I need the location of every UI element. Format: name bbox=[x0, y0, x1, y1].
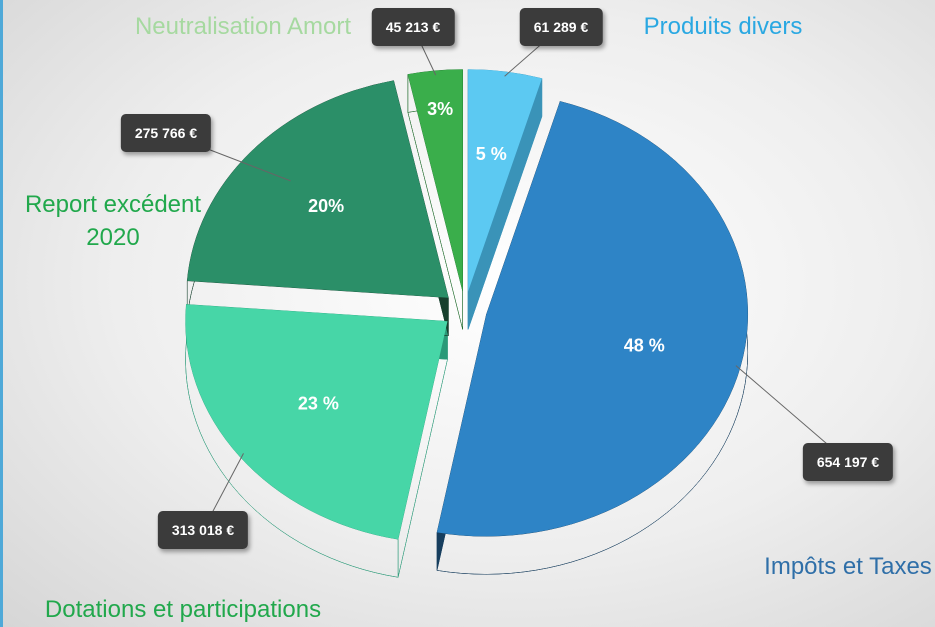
value-label: 654 197 € bbox=[802, 443, 894, 481]
percent-label: 48 % bbox=[624, 336, 665, 356]
category-label: Report excédent 2020 bbox=[24, 191, 202, 251]
value-label: 275 766 € bbox=[120, 114, 212, 152]
slice bbox=[468, 69, 542, 292]
category-label: Impôts et Taxes bbox=[764, 553, 932, 580]
value-label: 45 213 € bbox=[371, 8, 455, 46]
pie-canvas: 5 % 48 % 23 % 20% 3% bbox=[165, 26, 849, 578]
category-label: Produits divers bbox=[643, 13, 803, 40]
slice bbox=[185, 304, 448, 540]
percent-label: 5 % bbox=[476, 144, 507, 164]
percent-label: 23 % bbox=[298, 394, 339, 414]
percent-label: 20% bbox=[308, 196, 344, 216]
value-label: 61 289 € bbox=[519, 8, 603, 46]
category-label: Neutralisation Amort bbox=[134, 13, 352, 40]
category-label: Dotations et participations bbox=[44, 596, 322, 623]
slice bbox=[407, 69, 463, 292]
slice bbox=[187, 80, 449, 298]
percent-label: 3% bbox=[427, 99, 453, 119]
slice bbox=[437, 101, 748, 537]
value-label: 313 018 € bbox=[157, 511, 249, 549]
